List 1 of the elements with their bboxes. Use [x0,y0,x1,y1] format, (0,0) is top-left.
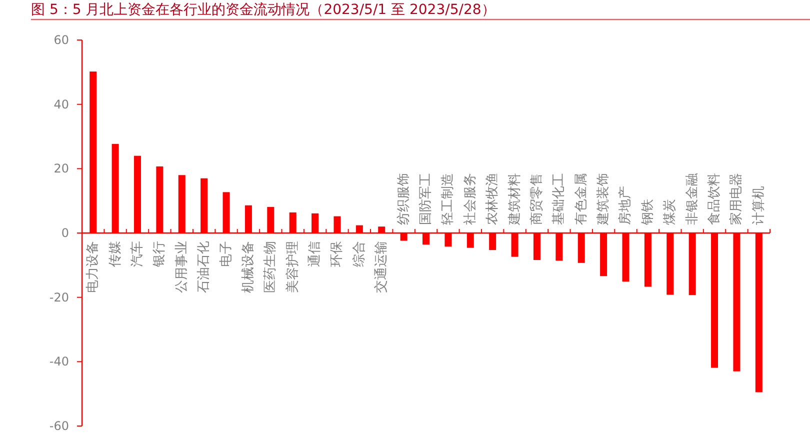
title: 图 5：5 月北上资金在各行业的资金流动情况（2023/5/1 至 2023/5/28） [31,2,496,18]
